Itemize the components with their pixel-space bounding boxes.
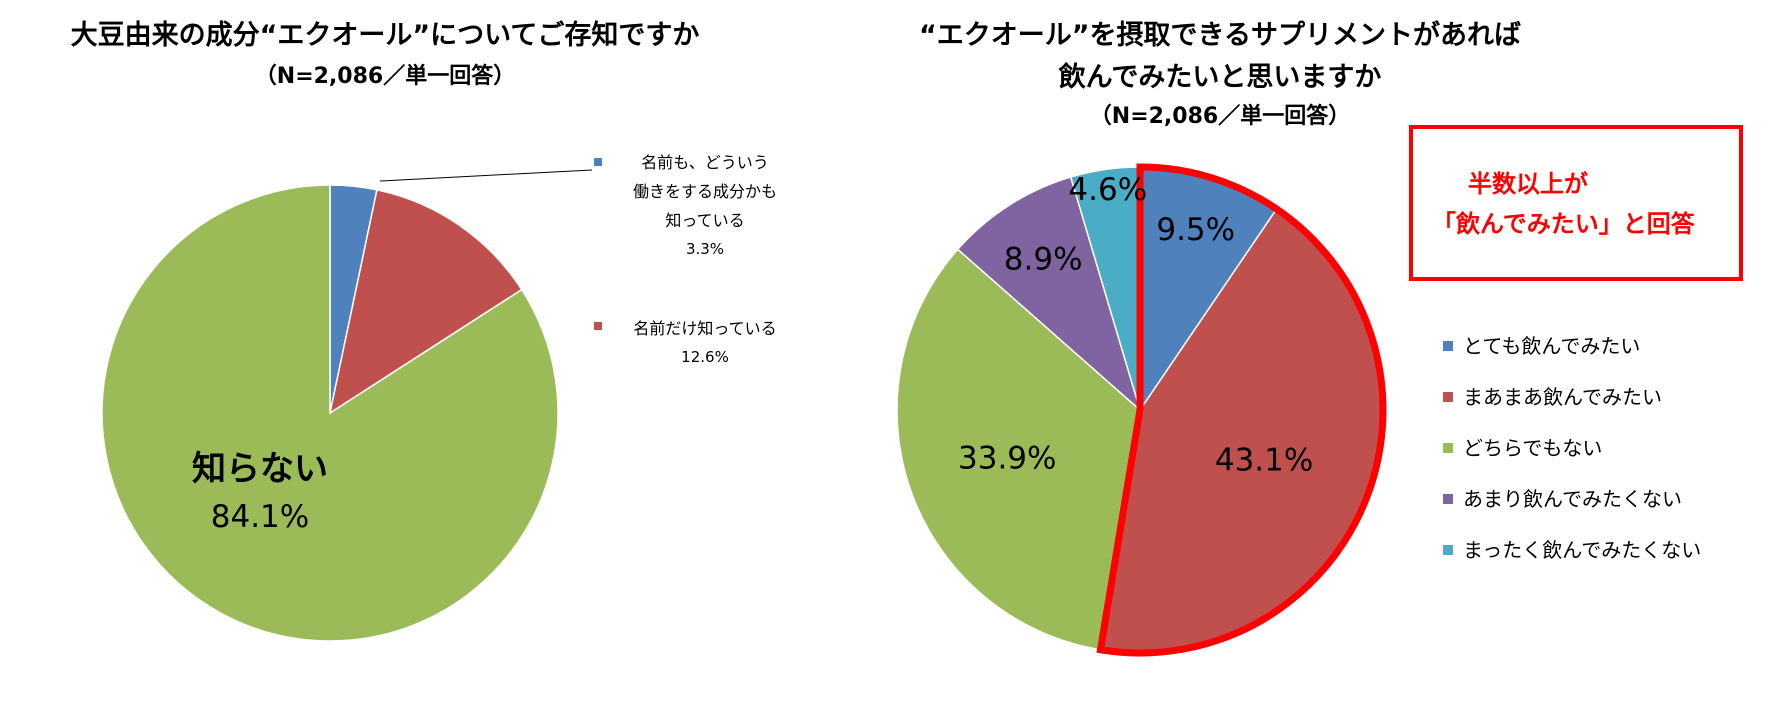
legend-marker-2 [1443,443,1453,453]
chart2-pie [896,166,1384,654]
legend-marker-1 [1443,392,1453,402]
chart2-title-line1: “エクオール”を摂取できるサプリメントがあれば [919,19,1521,51]
callout-line1: 半数以上が [1468,170,1588,198]
chart1-label-2: 知らない [192,449,328,489]
chart1-pie [101,184,559,642]
chart1-value-0: 3.3% [686,240,724,258]
callout-box [1409,125,1743,281]
legend-label-0: とても飲んでみたい [1463,334,1640,358]
chart1-marker-0 [594,158,602,166]
chart1-title: 大豆由来の成分“エクオール”についてご存知ですか [71,19,700,51]
chart2-highlight-outline [1096,163,1387,657]
legend-label-1: まあまあ飲んでみたい [1463,385,1662,409]
chart1-label-0-line2: 働きをする成分かも [633,182,777,201]
chart2-title-line2: 飲んでみたいと思いますか [1058,61,1382,93]
chart1-labels: 名前も、どういう 働きをする成分かも 知っている 3.3% 名前だけ知っている … [192,153,777,535]
chart1-marker-1 [594,322,602,330]
chart1-label-1: 名前だけ知っている [633,319,776,338]
callout-line2: 「飲んでみたい」と回答 [1432,210,1696,238]
legend-marker-4 [1443,545,1453,555]
chart1-label-0-line1: 名前も、どういう [641,153,769,172]
chart1-value-2: 84.1% [211,499,309,535]
chart1-slice-2 [101,184,559,642]
legend-marker-3 [1443,494,1453,504]
legend-label-4: まったく飲んでみたくない [1463,538,1701,562]
chart2-value-0: 9.5% [1156,212,1235,248]
legend-label-2: どちらでもない [1463,436,1602,460]
chart2-value-labels: 9.5% 43.1% 33.9% 8.9% 4.6% [958,172,1313,479]
legend-marker-0 [1443,341,1453,351]
chart1-label-0-line3: 知っている [665,211,744,230]
chart1-slice-1 [328,188,523,415]
chart2-slice-3 [956,176,1142,413]
chart2-subtitle: （N=2,086／単一回答） [1090,103,1350,129]
chart2-value-1: 43.1% [1215,443,1313,479]
chart2-value-4: 4.6% [1068,172,1147,208]
chart2-value-2: 33.9% [958,440,1056,476]
chart2-slice-2 [896,248,1141,651]
chart2-legend: とても飲んでみたいまあまあ飲んでみたいどちらでもないあまり飲んでみたくないまった… [1443,334,1701,562]
chart1-subtitle: （N=2,086／単一回答） [255,63,515,89]
chart1-leader-line [379,169,593,182]
chart1-value-1: 12.6% [681,348,729,366]
chart2-value-3: 8.9% [1004,241,1083,277]
legend-label-3: あまり飲んでみたくない [1463,487,1682,511]
